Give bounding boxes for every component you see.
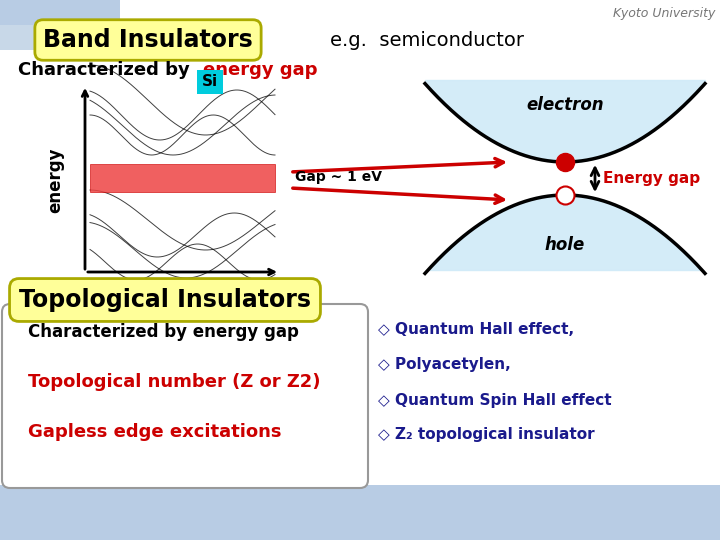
Bar [85,85,275,275]
Text: hole: hole [545,236,585,254]
Bar [90,164,275,192]
Text: Topological Insulators: Topological Insulators [19,288,311,312]
Text: Characterized by: Characterized by [18,61,196,79]
FancyBboxPatch shape [0,0,120,25]
FancyBboxPatch shape [2,304,368,488]
Text: Gapless edge excitations: Gapless edge excitations [28,423,282,441]
Text: e.g.  semiconductor: e.g. semiconductor [330,30,524,50]
FancyBboxPatch shape [0,25,60,50]
Text: ◇ Polyacetylen,: ◇ Polyacetylen, [378,357,510,373]
Text: energy: energy [46,147,64,213]
Text: Gap ~ 1 eV: Gap ~ 1 eV [295,170,382,184]
Text: energy gap: energy gap [203,61,318,79]
Text: Kyoto University: Kyoto University [613,7,715,20]
Text: ◇ Quantum Spin Hall effect: ◇ Quantum Spin Hall effect [378,393,611,408]
Text: electron: electron [526,96,604,114]
Text: Topological number (Z or Z2): Topological number (Z or Z2) [28,373,320,391]
Text: ◇ Quantum Hall effect,: ◇ Quantum Hall effect, [378,322,574,338]
Text: momentum: momentum [134,280,232,295]
Bar [0,485,720,540]
Text: Band Insulators: Band Insulators [43,28,253,52]
Text: ◇ Z₂ topological insulator: ◇ Z₂ topological insulator [378,428,595,442]
Text: Energy gap: Energy gap [603,171,700,186]
Text: Si: Si [202,75,218,90]
Text: Characterized by energy gap: Characterized by energy gap [28,323,299,341]
